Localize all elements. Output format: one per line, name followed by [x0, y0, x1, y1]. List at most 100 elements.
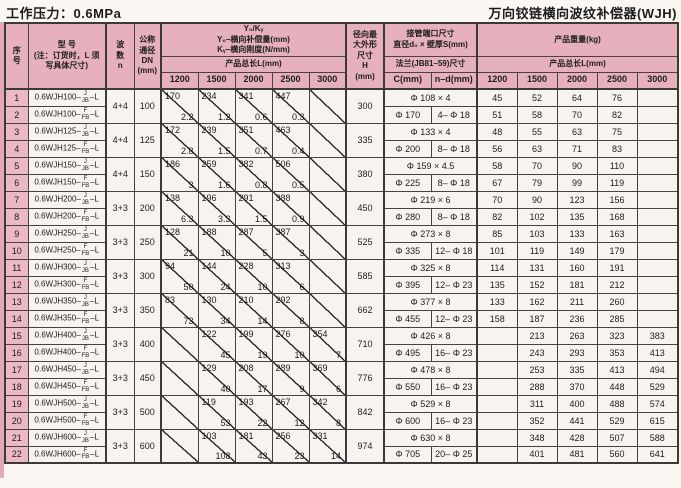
wave-count-cell: 3+3 [105, 190, 135, 226]
wave-count-cell: 4+4 [105, 122, 135, 158]
weight-cell: 383 [636, 326, 679, 345]
col-header-c: C(mm) [383, 71, 432, 90]
flange-nd-cell: 8– Φ 18 [430, 173, 479, 192]
pipe-spec-cell: Φ 273 × 8 [383, 224, 479, 243]
model-cell: 0.6WJH250– F FB –L [27, 241, 107, 260]
flange-nd-cell: 16– Φ 23 [430, 377, 479, 396]
yk-cell-1200: 128 21 [160, 224, 199, 260]
flange-nd-cell: 16– Φ 23 [430, 343, 479, 362]
diagonal-divider [162, 90, 197, 122]
yk-cell-2500: 506 0.5 [271, 156, 310, 192]
h-cell: 585 [345, 258, 386, 294]
weight-cell: 48 [476, 122, 518, 141]
wave-count-cell: 3+3 [105, 428, 135, 464]
diagonal-divider [162, 226, 197, 258]
model-cell: 0.6WJH400– J JB –L [27, 326, 107, 345]
seq-cell: 2 [4, 105, 29, 124]
table-row: 17 0.6WJH450– J JB –L 3+3 450 129 40 208 17 2… [4, 360, 679, 396]
h-cell: 776 [345, 360, 386, 396]
model-variant: F FB [81, 244, 90, 257]
seq-cell: 7 [4, 190, 29, 209]
table-row: 18 0.6WJH450– F FB –L Φ 550 16– Φ 23 288 37… [4, 377, 679, 396]
flange-nd-cell: 8– Φ 18 [430, 207, 479, 226]
weight-cell [476, 343, 518, 362]
model-variant: F FB [81, 278, 90, 291]
weight-cell: 191 [596, 258, 638, 277]
diagonal-divider [162, 328, 197, 360]
yk-cell-2500: 388 0.9 [271, 190, 310, 226]
diagonal-divider [236, 430, 271, 462]
table-row: 13 0.6WJH350– J JB –L 3+3 350 83 73 130 34 21… [4, 292, 679, 328]
weight-cell: 114 [476, 258, 518, 277]
diagonal-divider [199, 192, 234, 224]
weight-cell: 588 [636, 428, 679, 447]
weight-cell: 236 [556, 309, 598, 328]
pipe-spec-cell: Φ 377 × 8 [383, 292, 479, 311]
yk-cell-1200: 94 50 [160, 258, 199, 294]
yk-cell-3000 [308, 190, 348, 226]
table-row: 16 0.6WJH400– F FB –L Φ 495 16– Φ 23 243 29… [4, 343, 679, 362]
weight-cell: 56 [476, 139, 518, 158]
weight-cell: 253 [516, 360, 558, 379]
weight-cell: 488 [596, 394, 638, 413]
diagonal-divider [273, 362, 308, 394]
yk-cell-1200: 170 2.2 [160, 88, 199, 124]
h-cell: 974 [345, 428, 386, 464]
weight-cell [476, 360, 518, 379]
weight-cell: 260 [596, 292, 638, 311]
flange-c-cell: Φ 280 [383, 207, 432, 226]
diagonal-divider [162, 260, 197, 292]
weight-cell: 529 [636, 377, 679, 396]
weight-cell: 288 [516, 377, 558, 396]
yk-cell-1200: 138 6.3 [160, 190, 199, 226]
model-cell: 0.6WJH150– F FB –L [27, 173, 107, 192]
dn-cell: 125 [133, 122, 162, 158]
table-body: 1 0.6WJH100– J JB –L 4+4 100 170 2.2 234 1.2 … [4, 88, 679, 464]
weight-cell: 133 [556, 224, 598, 243]
weight-cell: 110 [596, 156, 638, 175]
yk-cell-1500: 234 1.2 [197, 88, 236, 124]
wave-count-cell: 3+3 [105, 292, 135, 328]
weight-cell: 99 [556, 173, 598, 192]
model-variant: J JB [81, 261, 89, 274]
weight-cell [636, 88, 679, 107]
seq-cell: 5 [4, 156, 29, 175]
seq-cell: 16 [4, 343, 29, 362]
dn-cell: 300 [133, 258, 162, 294]
diagonal-divider [236, 192, 271, 224]
weight-cell: 481 [556, 445, 598, 464]
weight-cell: 51 [476, 105, 518, 124]
table-header: 序 号 型 号 (注：订货时，L 须 写具体尺寸) 波 数 n 公称 通径 DN… [4, 22, 679, 90]
model-cell: 0.6WJH350– F FB –L [27, 309, 107, 328]
model-variant: F FB [81, 312, 90, 325]
col-header-w1500: 1500 [516, 71, 558, 90]
diagonal-divider [236, 260, 271, 292]
table-row: 19 0.6WJH500– J JB –L 3+3 500 119 53 193 22 2… [4, 394, 679, 430]
col-header-model: 型 号 (注：订货时，L 须 写具体尺寸) [27, 22, 107, 90]
diagonal-divider [236, 362, 271, 394]
yk-cell-1200: 83 73 [160, 292, 199, 328]
col-header-w1200: 1200 [476, 71, 518, 90]
seq-cell: 15 [4, 326, 29, 345]
weight-cell: 149 [556, 241, 598, 260]
diagonal-divider [162, 124, 197, 156]
yk-cell-1500: 239 1.5 [197, 122, 236, 158]
col-header-h: 径向最 大外形 尺寸 H (mm) [345, 22, 386, 90]
weight-cell: 52 [516, 88, 558, 107]
weight-cell [636, 105, 679, 124]
model-variant: J JB [81, 227, 89, 240]
model-variant: J JB [81, 329, 89, 342]
col-header-seq: 序 号 [4, 22, 29, 90]
h-cell: 710 [345, 326, 386, 362]
weight-cell: 135 [556, 207, 598, 226]
weight-cell: 323 [596, 326, 638, 345]
model-cell: 0.6WJH450– J JB –L [27, 360, 107, 379]
table-row: 21 0.6WJH600– J JB –L 3+3 600 103 108 181 43 … [4, 428, 679, 464]
model-cell: 0.6WJH450– F FB –L [27, 377, 107, 396]
seq-cell: 22 [4, 445, 29, 464]
diagonal-divider [310, 362, 345, 394]
model-cell: 0.6WJH500– J JB –L [27, 394, 107, 413]
seq-cell: 20 [4, 411, 29, 430]
table-row: 7 0.6WJH200– J JB –L 3+3 200 138 6.3 196 3.3 … [4, 190, 679, 226]
wave-count-cell: 4+4 [105, 156, 135, 192]
